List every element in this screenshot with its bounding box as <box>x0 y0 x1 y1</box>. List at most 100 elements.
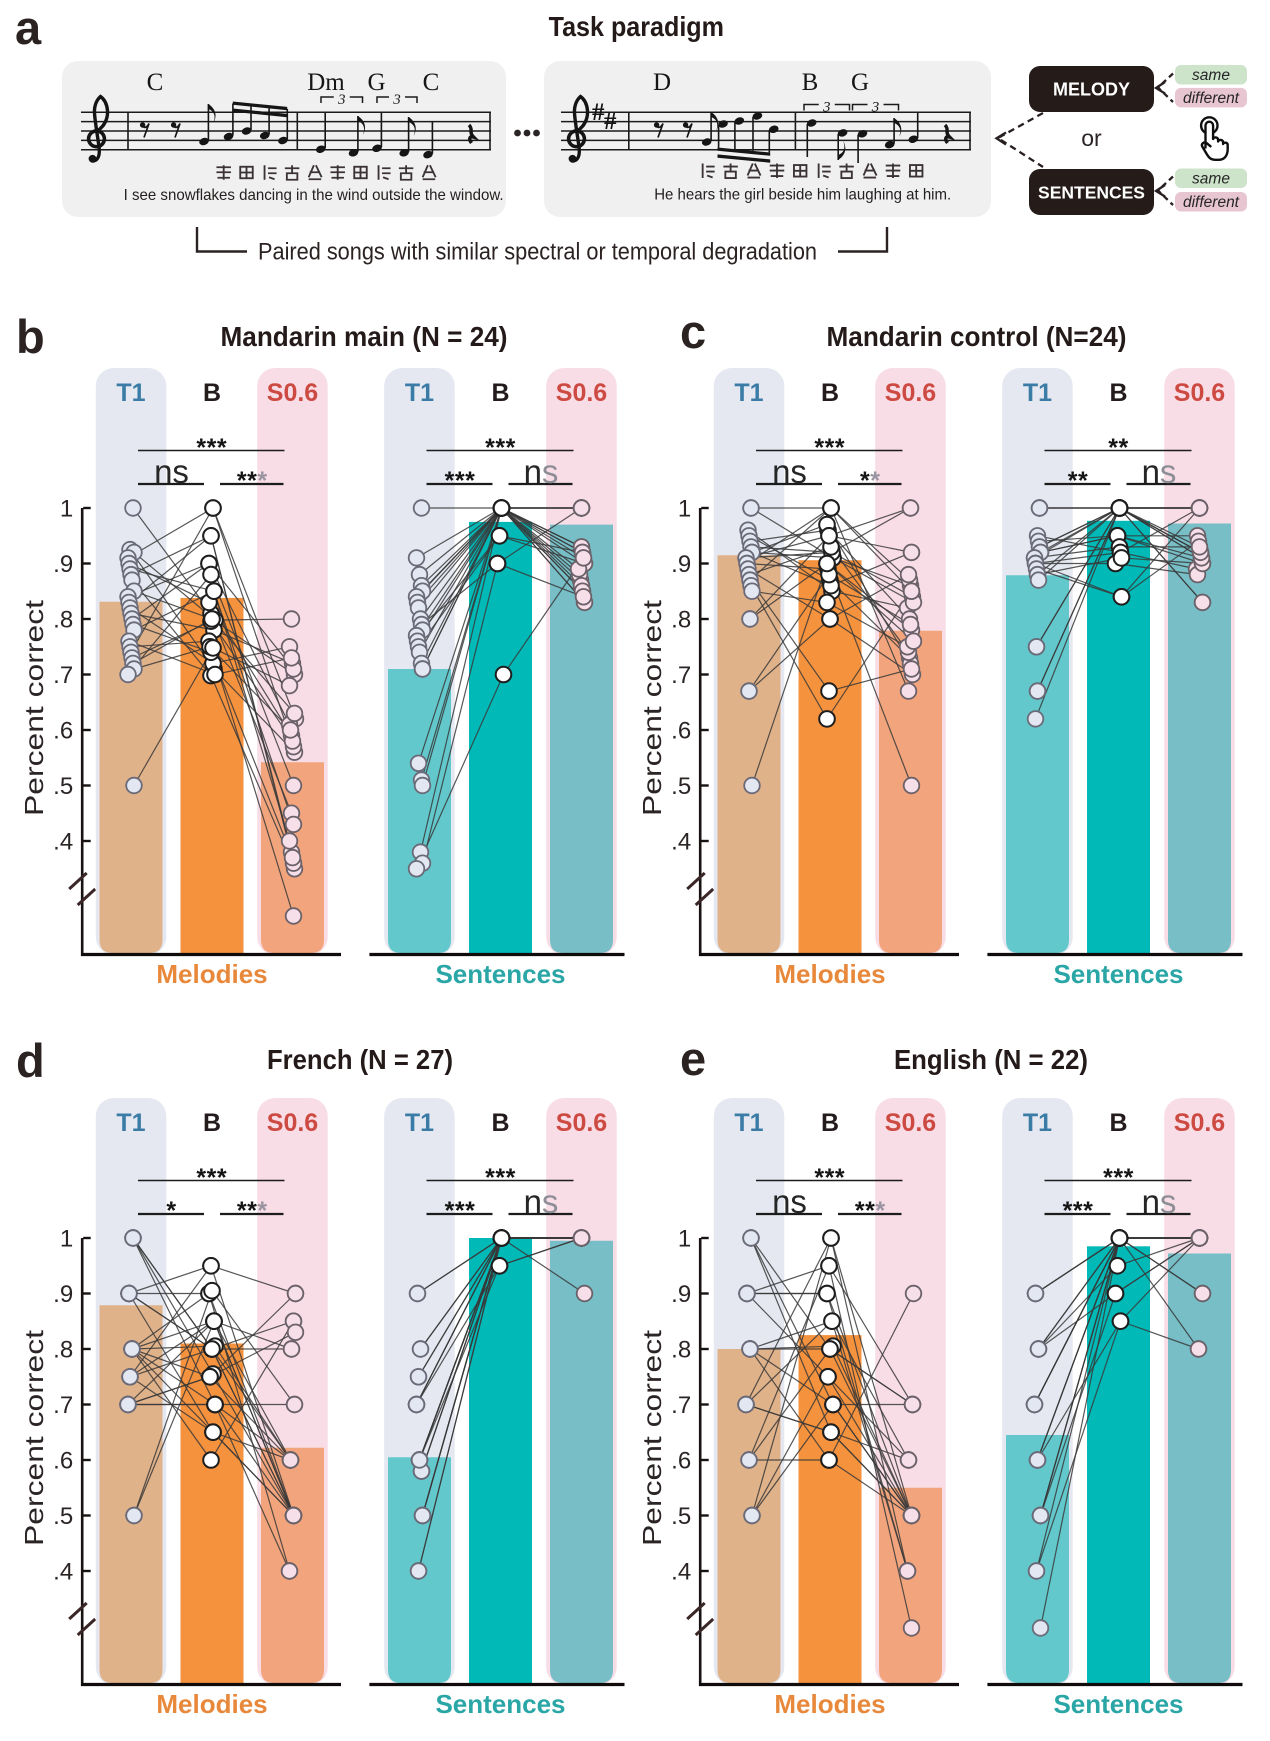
svg-text:.4: .4 <box>53 1559 73 1586</box>
svg-text:Mandarin control (N=24): Mandarin control (N=24) <box>827 321 1127 352</box>
svg-text:Melodies: Melodies <box>774 1689 885 1719</box>
svg-text:1: 1 <box>678 1226 691 1253</box>
svg-text:ns: ns <box>154 453 189 490</box>
svg-text:Percent correct: Percent correct <box>19 1329 49 1546</box>
svg-text:***: *** <box>445 1197 476 1225</box>
svg-text:.8: .8 <box>671 607 691 634</box>
svg-text:T1: T1 <box>116 379 145 407</box>
svg-text:***: *** <box>814 434 845 462</box>
svg-text:1: 1 <box>60 496 73 523</box>
svg-text:English (N = 22): English (N = 22) <box>894 1044 1088 1075</box>
svg-text:#: # <box>592 99 605 126</box>
svg-text:same: same <box>1192 67 1230 84</box>
svg-text:1: 1 <box>60 1226 73 1253</box>
svg-text:***: *** <box>855 1197 886 1225</box>
svg-text:B: B <box>491 379 509 407</box>
svg-text:ns: ns <box>524 453 559 490</box>
svg-text:ns: ns <box>772 453 807 490</box>
svg-text:S0.6: S0.6 <box>1174 1109 1225 1137</box>
svg-text:.7: .7 <box>671 662 691 689</box>
svg-text:***: *** <box>1063 1197 1094 1225</box>
svg-text:3: 3 <box>337 92 346 108</box>
svg-text:***: *** <box>814 1164 845 1192</box>
svg-text:.5: .5 <box>671 773 691 800</box>
svg-text:.5: .5 <box>53 1503 73 1530</box>
svg-text:***: *** <box>196 1164 227 1192</box>
svg-text:c: c <box>680 305 706 358</box>
svg-text:Percent correct: Percent correct <box>19 599 49 816</box>
svg-text:ns: ns <box>1142 1183 1177 1220</box>
svg-text:**: ** <box>860 467 880 495</box>
svg-text:***: *** <box>445 467 476 495</box>
svg-text:ns: ns <box>1142 453 1177 490</box>
svg-text:.5: .5 <box>53 773 73 800</box>
svg-text:B: B <box>821 379 839 407</box>
svg-text:.6: .6 <box>671 1448 691 1475</box>
svg-text:S0.6: S0.6 <box>267 379 318 407</box>
svg-text:ns: ns <box>772 1183 807 1220</box>
svg-text:.7: .7 <box>53 662 73 689</box>
svg-text:a: a <box>15 1 42 54</box>
svg-text:S0.6: S0.6 <box>556 379 607 407</box>
svg-text:or: or <box>1081 125 1102 151</box>
svg-text:.9: .9 <box>53 1281 73 1308</box>
svg-text:D: D <box>653 69 671 96</box>
svg-text:Task paradigm: Task paradigm <box>549 11 724 42</box>
svg-text:***: *** <box>485 434 516 462</box>
svg-text:Sentences: Sentences <box>435 959 565 989</box>
svg-text:.6: .6 <box>671 718 691 745</box>
svg-text:Mandarin main (N = 24): Mandarin main (N = 24) <box>221 321 508 352</box>
svg-text:Melodies: Melodies <box>156 959 267 989</box>
svg-text:Percent correct: Percent correct <box>637 1329 667 1546</box>
svg-text:.9: .9 <box>671 551 691 578</box>
svg-text:Paired songs with similar spec: Paired songs with similar spectral or te… <box>258 239 817 266</box>
svg-text:.7: .7 <box>671 1392 691 1419</box>
svg-text:.9: .9 <box>53 551 73 578</box>
svg-text:He hears the girl beside him l: He hears the girl beside him laughing at… <box>654 187 951 204</box>
svg-text:*: * <box>166 1197 176 1225</box>
svg-text:Melodies: Melodies <box>774 959 885 989</box>
svg-text:.7: .7 <box>53 1392 73 1419</box>
svg-text:***: *** <box>485 1164 516 1192</box>
svg-text:.6: .6 <box>53 1448 73 1475</box>
svg-text:.6: .6 <box>53 718 73 745</box>
svg-text:T1: T1 <box>734 379 763 407</box>
svg-text:G: G <box>367 69 385 96</box>
svg-text:S0.6: S0.6 <box>556 1109 607 1137</box>
svg-text:different: different <box>1183 194 1240 211</box>
svg-text:Percent correct: Percent correct <box>637 599 667 816</box>
svg-text:.4: .4 <box>671 829 691 856</box>
svg-text:I see snowflakes dancing in th: I see snowflakes dancing in the wind out… <box>124 187 504 204</box>
svg-text:T1: T1 <box>116 1109 145 1137</box>
svg-text:e: e <box>680 1032 706 1085</box>
svg-text:S0.6: S0.6 <box>267 1109 318 1137</box>
svg-text:Sentences: Sentences <box>435 1689 565 1719</box>
svg-text:.4: .4 <box>53 829 73 856</box>
svg-text:S0.6: S0.6 <box>885 1109 936 1137</box>
svg-text:d: d <box>16 1034 45 1087</box>
svg-text:3: 3 <box>392 92 401 108</box>
svg-text:T1: T1 <box>1023 379 1052 407</box>
svg-text:B: B <box>821 1109 839 1137</box>
svg-text:T1: T1 <box>405 1109 434 1137</box>
svg-text:b: b <box>16 310 45 363</box>
svg-text:B: B <box>491 1109 509 1137</box>
svg-text:French (N = 27): French (N = 27) <box>267 1044 453 1075</box>
svg-text:B: B <box>203 379 221 407</box>
svg-text:.4: .4 <box>671 1559 691 1586</box>
svg-text:3: 3 <box>822 100 831 116</box>
svg-text:B: B <box>203 1109 221 1137</box>
svg-text:G: G <box>851 69 869 96</box>
svg-text:same: same <box>1192 171 1230 188</box>
svg-text:T1: T1 <box>1023 1109 1052 1137</box>
svg-text:different: different <box>1183 90 1240 107</box>
svg-text:***: *** <box>237 1197 268 1225</box>
svg-text:#: # <box>604 108 617 135</box>
svg-text:MELODY: MELODY <box>1053 80 1130 100</box>
svg-text:***: *** <box>237 467 268 495</box>
svg-text:.5: .5 <box>671 1503 691 1530</box>
svg-text:C: C <box>147 69 164 96</box>
svg-text:**: ** <box>1108 434 1128 462</box>
svg-text:.8: .8 <box>53 607 73 634</box>
svg-text:3: 3 <box>871 100 880 116</box>
